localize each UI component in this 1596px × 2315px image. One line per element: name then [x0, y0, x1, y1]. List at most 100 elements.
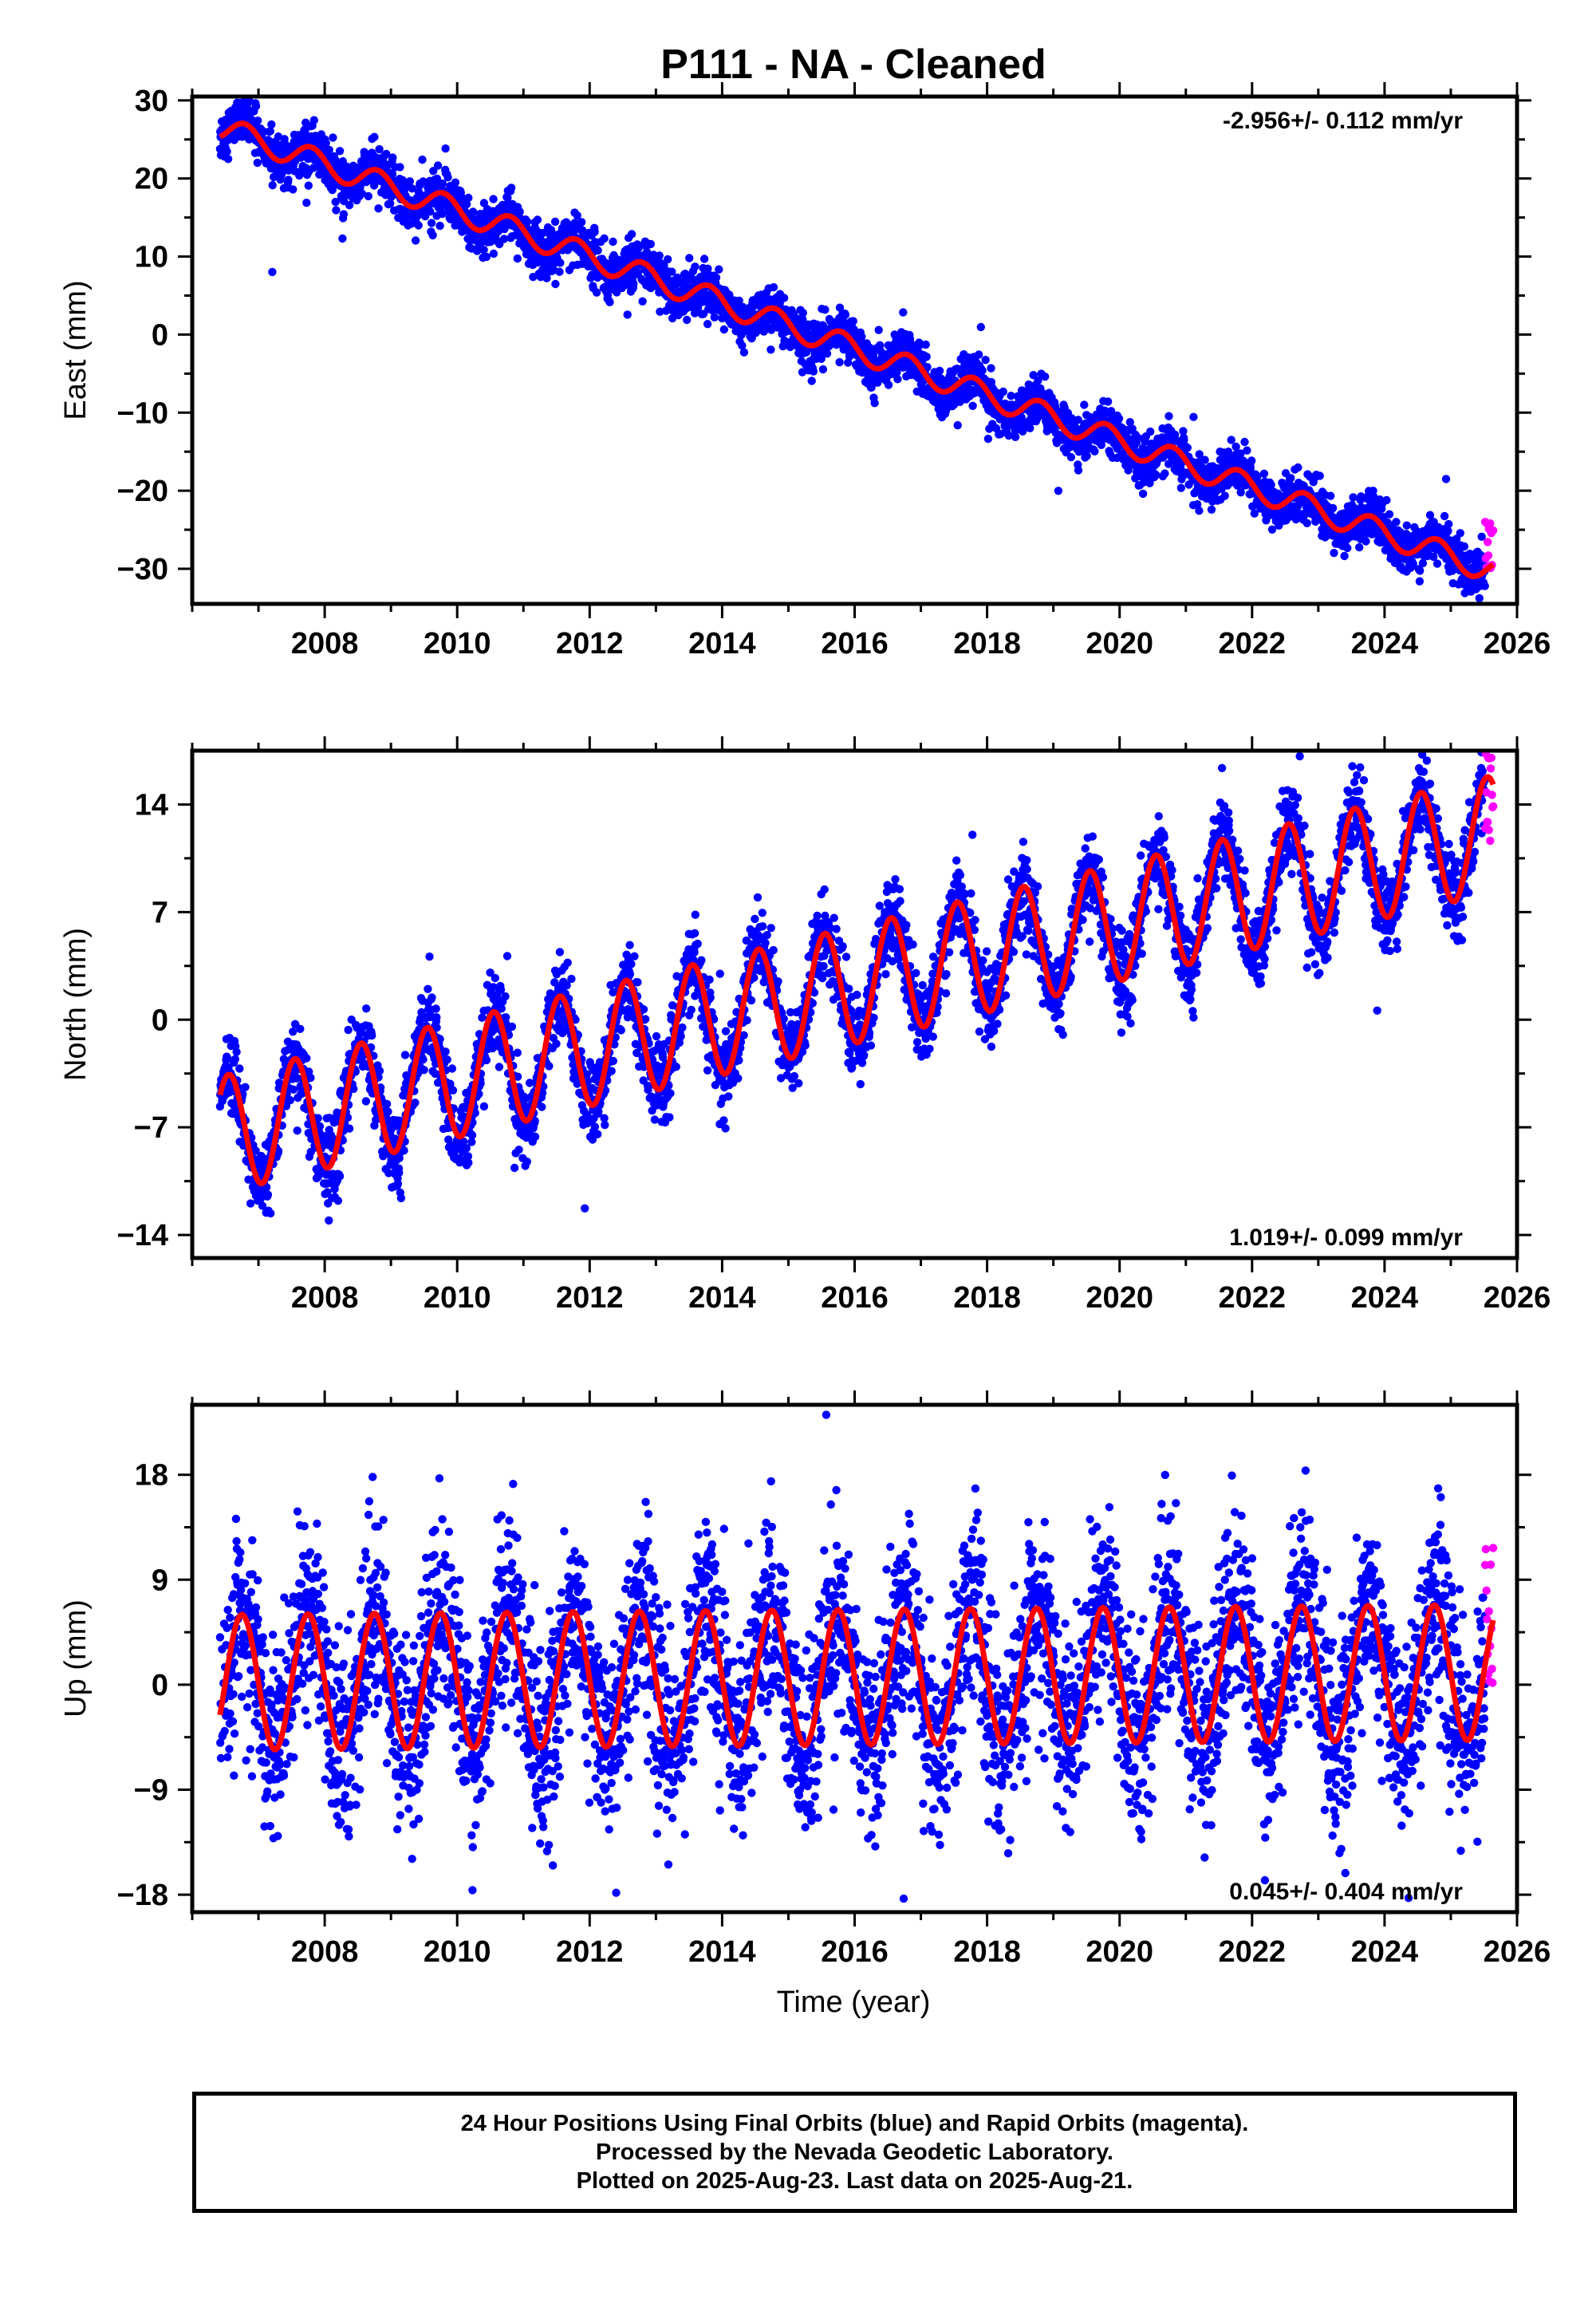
east-final-orbit-point: [223, 147, 231, 156]
east-final-orbit-point: [1382, 495, 1391, 505]
east-final-orbit-point: [1207, 505, 1216, 514]
east-x-tick-label: 2024: [1351, 627, 1419, 661]
east-final-orbit-point: [1247, 456, 1256, 465]
east-final-orbit-point: [1460, 542, 1469, 551]
east-final-orbit-point: [876, 341, 885, 349]
east-final-orbit-point: [503, 193, 512, 203]
east-final-orbit-point: [874, 325, 883, 334]
east-final-orbit-point: [268, 181, 277, 190]
east-final-orbit-point: [710, 313, 719, 321]
east-final-orbit-point: [655, 251, 664, 260]
east-final-orbit-point: [489, 195, 498, 203]
east-final-orbit-point: [715, 265, 723, 274]
east-final-orbit-point: [798, 309, 807, 317]
east-final-orbit-point: [555, 267, 564, 276]
east-final-orbit-point: [375, 144, 384, 154]
east-final-orbit-point: [1294, 463, 1302, 472]
east-final-orbit-point: [1041, 373, 1050, 381]
east-final-orbit-point: [1480, 582, 1489, 590]
east-final-orbit-point: [433, 161, 443, 170]
north-final-orbit-point: [361, 1097, 371, 1106]
east-final-orbit-point: [685, 254, 694, 262]
east-final-orbit-point: [427, 219, 436, 227]
east-final-orbit-point: [1183, 444, 1192, 452]
north-final-orbit-point: [443, 1055, 451, 1064]
east-x-tick-label: 2012: [556, 627, 624, 661]
east-x-tick-label: 2016: [821, 627, 889, 661]
east-final-orbit-point: [1440, 511, 1449, 521]
east-final-orbit-point: [822, 349, 832, 358]
east-y-tick-label: −10: [117, 396, 168, 430]
east-final-orbit-point: [577, 218, 586, 227]
east-final-orbit-point: [523, 217, 532, 227]
east-final-orbit-point: [428, 231, 437, 240]
east-final-orbit-point: [414, 221, 423, 230]
east-final-orbit-point: [364, 191, 372, 201]
east-final-orbit-point: [968, 401, 977, 410]
north-final-orbit-point: [345, 1124, 354, 1133]
east-y-tick-label: −20: [117, 475, 168, 508]
east-final-orbit-point: [479, 246, 488, 254]
north-final-orbit-point: [428, 993, 436, 1002]
north-final-orbit-point: [231, 1055, 239, 1064]
east-final-orbit-point: [1189, 412, 1198, 421]
north-plot-area: [215, 751, 1498, 1225]
east-final-orbit-point: [1231, 442, 1240, 452]
north-final-orbit-point: [293, 1126, 301, 1135]
east-final-orbit-point: [1227, 436, 1235, 444]
east-axis-label-group: East (mm): [59, 280, 93, 420]
north-final-orbit-point: [375, 1067, 384, 1075]
north-panel: North (mm) 2008 2010 2012 2014 2016 2018 2020 2…: [59, 736, 1551, 1315]
east-final-orbit-point: [1066, 452, 1076, 462]
east-final-orbit-point: [884, 381, 893, 389]
east-final-orbit-point: [656, 307, 664, 316]
east-final-orbit-point: [533, 215, 542, 224]
north-final-orbit-point: [235, 1064, 244, 1073]
east-final-orbit-point: [703, 320, 712, 329]
east-final-orbit-point: [329, 133, 337, 142]
east-final-orbit-point: [835, 303, 845, 312]
east-final-orbit-point: [953, 420, 962, 430]
north-final-orbit-point: [362, 1004, 371, 1013]
east-y-tick-label: 0: [152, 318, 168, 352]
east-final-orbit-point: [515, 207, 524, 216]
east-final-orbit-point: [556, 258, 565, 267]
east-final-orbit-point: [462, 199, 471, 209]
east-final-orbit-point: [870, 399, 879, 408]
east-final-orbit-point: [1259, 469, 1269, 478]
east-final-orbit-point: [513, 254, 522, 263]
east-final-orbit-point: [506, 183, 516, 192]
east-final-orbit-point: [921, 340, 930, 349]
east-final-orbit-point: [268, 267, 277, 277]
north-final-orbit-point: [289, 1027, 298, 1036]
north-final-orbit-point: [333, 1197, 343, 1205]
east-final-orbit-point: [1176, 483, 1186, 492]
north-final-orbit-point: [263, 1190, 273, 1199]
east-final-orbit-point: [1340, 551, 1349, 561]
north-final-orbit-point: [395, 1168, 404, 1177]
east-final-orbit-point: [1138, 489, 1148, 499]
east-final-orbit-point: [1164, 412, 1173, 420]
east-final-orbit-point: [1220, 491, 1229, 500]
north-final-orbit-point: [400, 1051, 410, 1059]
east-final-orbit-point: [418, 156, 427, 164]
east-final-orbit-point: [451, 178, 460, 187]
east-final-orbit-point: [382, 149, 391, 159]
east-final-orbit-point: [482, 252, 491, 262]
east-final-orbit-point: [976, 322, 986, 332]
east-final-orbit-point: [332, 206, 341, 215]
east-final-orbit-point: [719, 325, 728, 334]
east-final-orbit-point: [408, 184, 416, 193]
east-final-orbit-point: [1243, 446, 1251, 455]
east-final-orbit-point: [999, 387, 1008, 396]
east-final-orbit-point: [253, 158, 262, 168]
east-final-orbit-point: [1152, 471, 1161, 479]
east-final-orbit-point: [593, 246, 602, 255]
east-final-orbit-point: [646, 239, 655, 249]
north-axis-label-group: North (mm): [59, 928, 93, 1081]
east-x-tick-label: 2022: [1219, 627, 1287, 661]
east-final-orbit-point: [1090, 447, 1099, 456]
east-final-orbit-point: [385, 199, 395, 208]
east-x-tick-label: 2010: [424, 627, 491, 661]
east-final-orbit-point: [1330, 549, 1338, 558]
